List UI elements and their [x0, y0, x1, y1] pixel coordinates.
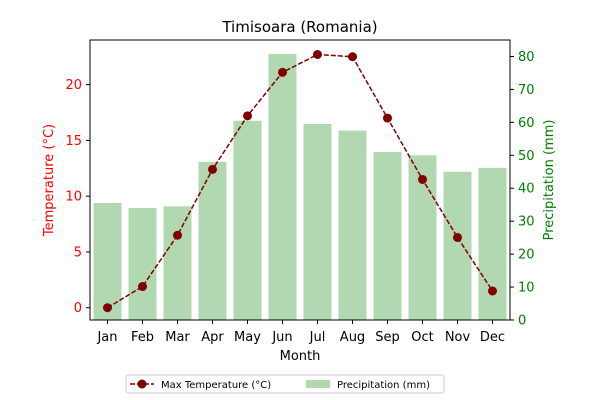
left-y-axis: 0 5 10 15 20 — [65, 78, 90, 316]
x-tick-label: Jan — [96, 330, 117, 345]
precipitation-bar-may — [233, 120, 262, 321]
right-y-tick-label: 30 — [518, 215, 535, 230]
right-y-tick-label: 70 — [518, 83, 535, 98]
temperature-point-mar — [173, 230, 182, 240]
chart-title: Timisoara (Romania) — [221, 18, 377, 36]
temperature-point-may — [243, 111, 252, 121]
precipitation-bar-sep — [373, 152, 402, 320]
temperature-point-oct — [418, 174, 427, 184]
left-y-tick-label: 0 — [74, 301, 82, 316]
legend-frame — [125, 374, 445, 394]
x-tick-label: Dec — [480, 330, 505, 345]
temperature-point-feb — [138, 282, 147, 292]
temperature-point-jul — [313, 50, 322, 60]
precipitation-bar-feb — [128, 208, 157, 320]
temperature-line-layer — [103, 50, 497, 313]
x-tick-label: Apr — [201, 330, 224, 345]
temperature-point-aug — [348, 52, 357, 62]
temperature-point-jan — [103, 303, 112, 313]
right-y-tick-label: 20 — [518, 248, 535, 263]
left-y-tick-label: 15 — [65, 134, 82, 149]
right-y-tick-label: 0 — [518, 314, 526, 329]
right-y-axis: 0 10 20 30 40 50 60 70 80 — [510, 50, 535, 329]
plot-frame — [89, 39, 511, 321]
x-tick-label: Nov — [445, 330, 471, 345]
temperature-line — [107, 53, 494, 309]
precipitation-bar-apr — [198, 161, 227, 320]
temperature-point-dec — [488, 286, 497, 296]
precipitation-bar-jan — [93, 203, 122, 320]
right-y-tick-label: 60 — [518, 116, 535, 131]
left-y-tick-label: 20 — [65, 78, 82, 93]
temperature-point-jun — [278, 67, 287, 77]
right-y-axis-label: Precipitation (mm) — [542, 120, 557, 241]
temperature-point-apr — [208, 164, 217, 174]
x-tick-label: Mar — [165, 330, 190, 345]
left-y-axis-label: Temperature (°C) — [42, 124, 57, 237]
legend-precipitation-swatch — [306, 380, 330, 388]
x-tick-label: Oct — [411, 330, 433, 345]
right-y-tick-label: 80 — [518, 50, 535, 65]
precipitation-bar-mar — [163, 206, 192, 320]
precipitation-bar-dec — [478, 167, 507, 320]
right-y-tick-label: 10 — [518, 281, 535, 296]
legend: Max Temperature (°C) Precipitation (mm) — [125, 374, 445, 394]
precipitation-bar-nov — [443, 171, 472, 320]
right-y-tick-label: 50 — [518, 149, 535, 164]
precipitation-bar-aug — [338, 130, 367, 320]
x-tick-label: Feb — [131, 330, 154, 345]
legend-temperature-marker — [137, 379, 147, 389]
precipitation-bar-jun — [268, 53, 297, 320]
left-y-tick-label: 10 — [65, 190, 82, 205]
precipitation-bar-jul — [303, 124, 332, 320]
x-axis-label: Month — [280, 349, 321, 364]
x-tick-label: Sep — [375, 330, 400, 345]
precipitation-bars — [93, 53, 507, 321]
x-tick-label: May — [234, 330, 261, 345]
legend-temperature-label: Max Temperature (°C) — [161, 380, 271, 391]
temperature-point-nov — [453, 232, 462, 242]
left-y-tick-label: 5 — [74, 245, 82, 260]
legend-precipitation-label: Precipitation (mm) — [337, 380, 430, 391]
temperature-point-sep — [383, 113, 392, 123]
x-tick-label: Jul — [309, 330, 326, 345]
right-y-tick-label: 40 — [518, 182, 535, 197]
x-tick-label: Aug — [340, 330, 365, 345]
x-tick-label: Jun — [271, 330, 292, 345]
x-axis: Jan Feb Mar Apr May Jun Jul Aug Sep Oct Nov Dec — [96, 320, 505, 345]
